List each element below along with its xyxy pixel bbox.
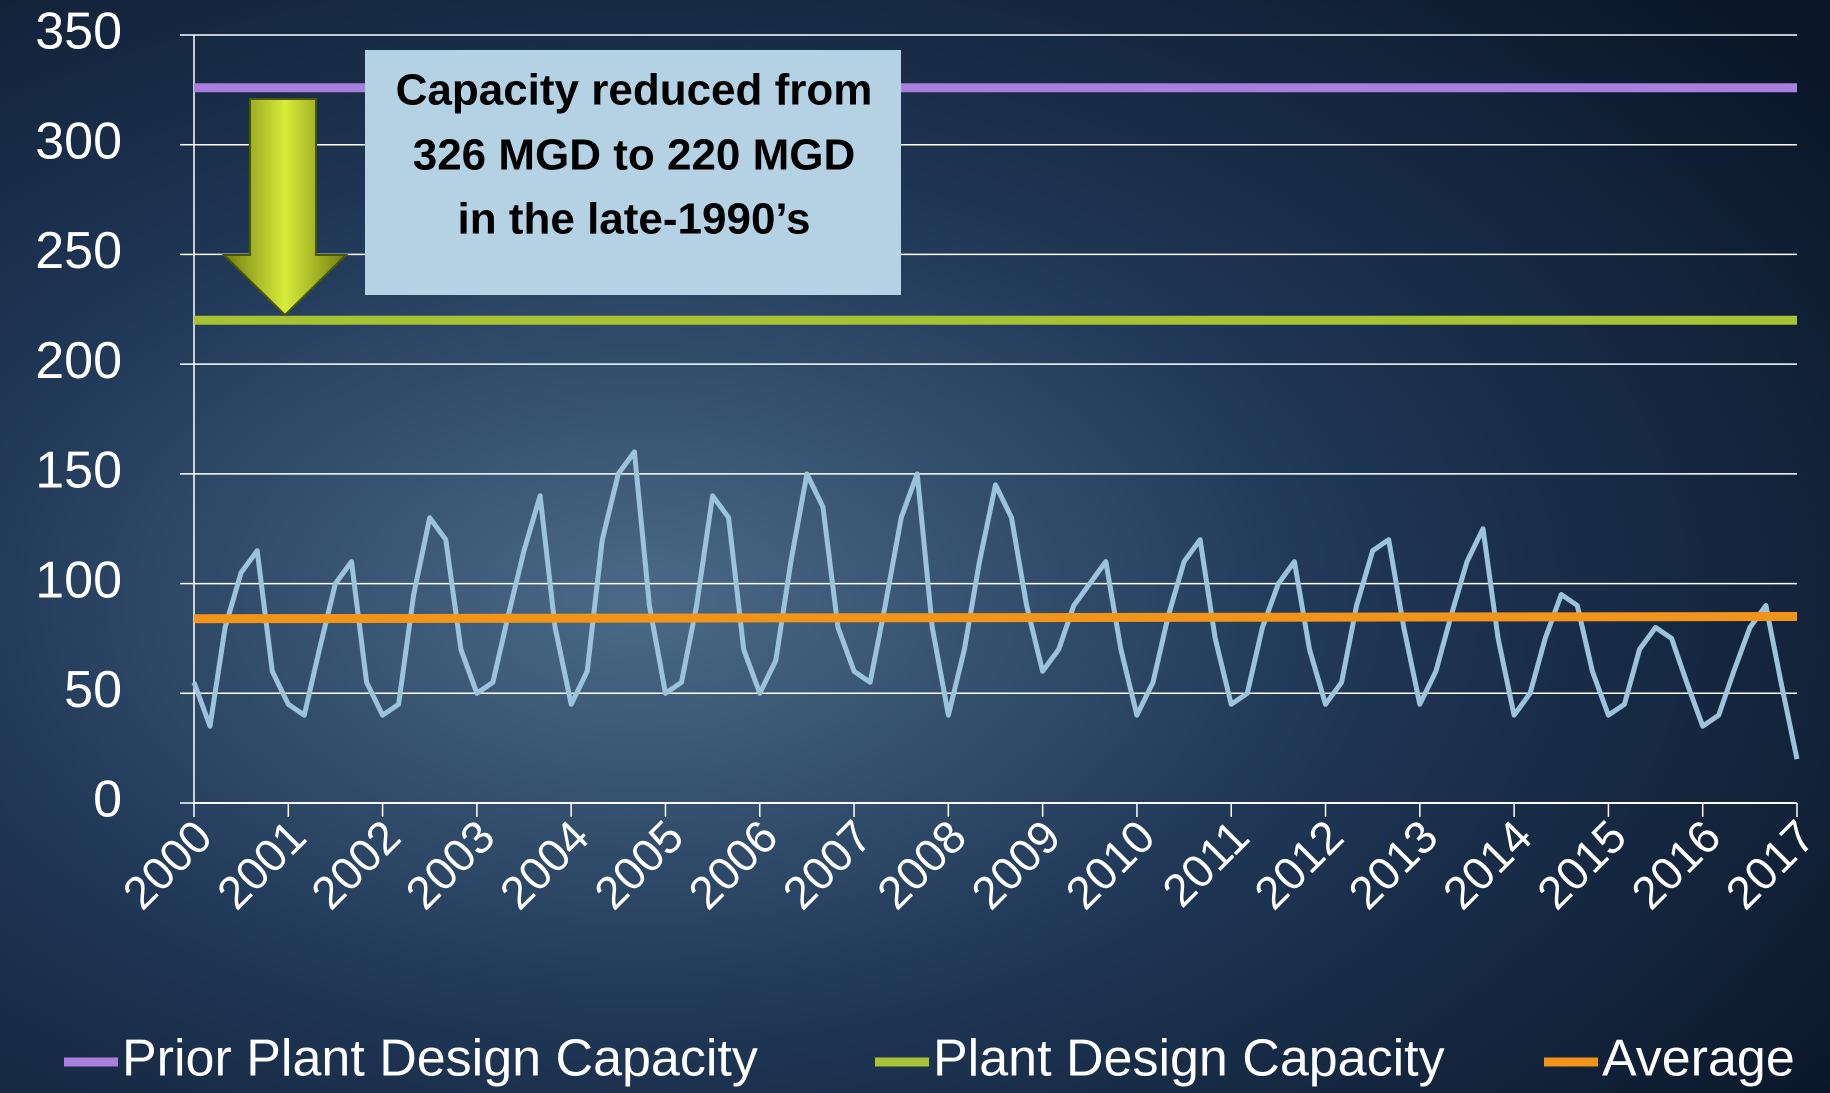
annotation: 326 MGD to 220 MGD <box>413 131 856 180</box>
y-tick-label: 200 <box>35 332 122 390</box>
y-tick-label: 100 <box>35 551 122 609</box>
legend-label: Prior Plant Design Capacity <box>122 1030 758 1088</box>
y-tick-label: 150 <box>35 442 122 500</box>
reference-line <box>193 612 1798 624</box>
y-tick-label: 350 <box>35 3 122 61</box>
y-tick-label: 300 <box>35 112 122 170</box>
legend-label: Plant Design Capacity <box>933 1030 1445 1088</box>
arrow <box>221 98 349 317</box>
annotation: Capacity reduced from <box>396 66 873 115</box>
legend-label: Average <box>1602 1030 1795 1088</box>
y-tick-label: 50 <box>64 661 122 719</box>
y-tick-label: 250 <box>35 222 122 280</box>
flow-line <box>191 449 1800 760</box>
annotation: in the late-1990’s <box>458 195 811 244</box>
y-tick-label: 0 <box>93 771 122 829</box>
annotation-box <box>365 50 901 295</box>
